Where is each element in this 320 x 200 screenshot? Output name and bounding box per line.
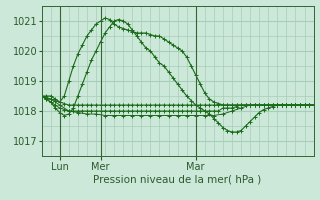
X-axis label: Pression niveau de la mer( hPa ): Pression niveau de la mer( hPa ) (93, 174, 262, 184)
